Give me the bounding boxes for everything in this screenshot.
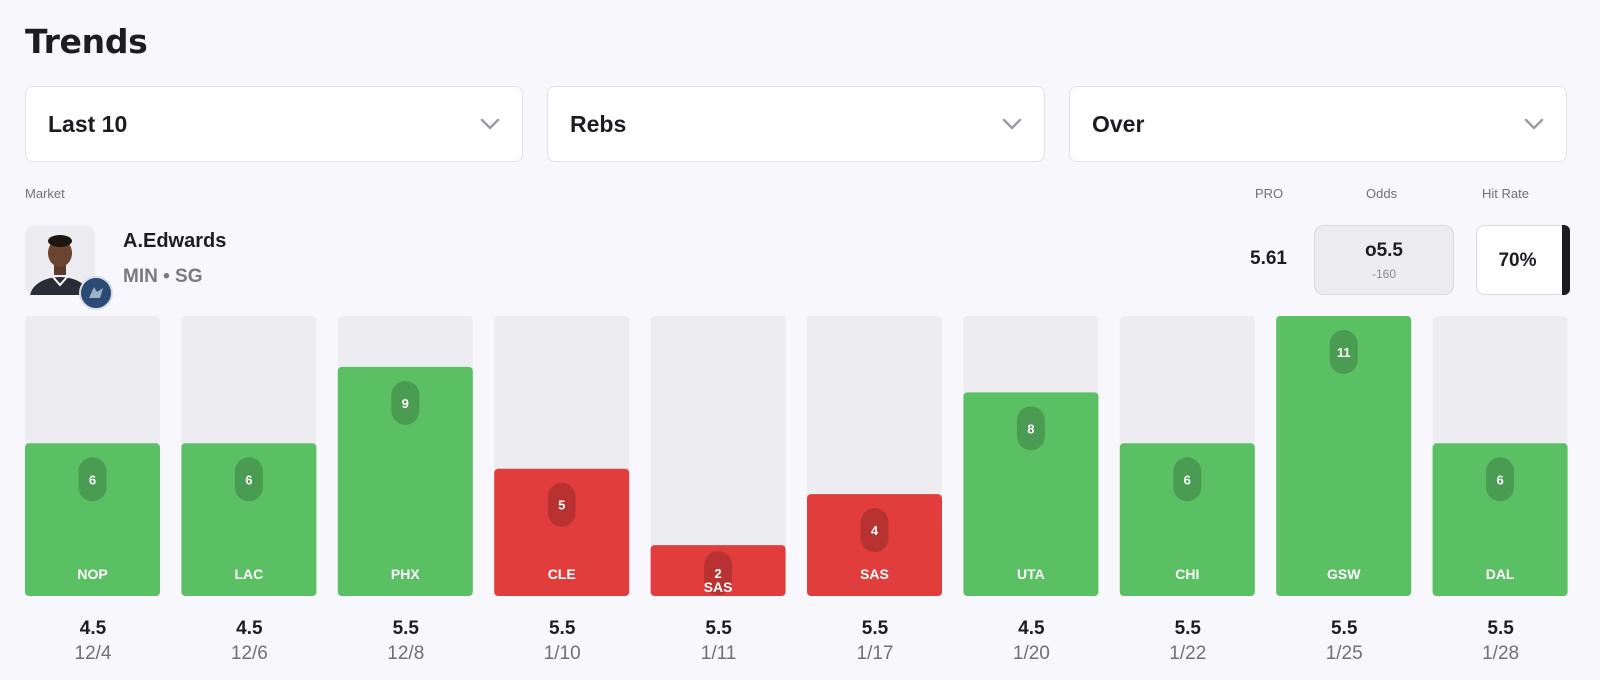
stat-dropdown[interactable]: Rebs bbox=[547, 86, 1045, 162]
side-dropdown-label: Over bbox=[1092, 111, 1145, 137]
bar-value-pill bbox=[704, 551, 733, 596]
bar-value-label: 6 bbox=[245, 472, 252, 487]
bar[interactable] bbox=[1432, 443, 1568, 596]
bar[interactable] bbox=[1119, 443, 1255, 596]
game-line-value: 4.5 bbox=[79, 618, 107, 639]
bar-value-pill bbox=[1016, 406, 1045, 451]
bar-value-pill bbox=[1486, 457, 1515, 502]
hit-rate-indicator bbox=[1562, 225, 1570, 295]
chevron-down-icon bbox=[1524, 118, 1544, 130]
bar-value-label: 8 bbox=[1027, 421, 1034, 436]
game-line-value: 5.5 bbox=[1487, 618, 1514, 639]
game-date: 12/4 bbox=[74, 643, 112, 664]
bar[interactable] bbox=[181, 443, 317, 596]
hit-rate-box: 70% bbox=[1476, 225, 1569, 295]
bar-category-label: PHX bbox=[391, 566, 420, 582]
bar-value-label: 6 bbox=[89, 472, 96, 487]
side-dropdown[interactable]: Over bbox=[1069, 86, 1567, 162]
wolf-icon bbox=[89, 287, 103, 298]
game-date: 1/10 bbox=[543, 643, 581, 664]
bar-value-label: 6 bbox=[1496, 472, 1503, 487]
game-line-value: 5.5 bbox=[1174, 618, 1201, 639]
bar-value-pill bbox=[1173, 457, 1202, 502]
pro-label: PRO bbox=[1255, 186, 1284, 201]
bar-value-label: 4 bbox=[871, 523, 879, 538]
bar-category-label: UTA bbox=[1017, 566, 1045, 582]
player-name[interactable]: A.Edwards bbox=[123, 230, 227, 252]
odds-label: Odds bbox=[1366, 186, 1398, 201]
stat-dropdown-label: Rebs bbox=[570, 111, 627, 137]
bar-value-pill bbox=[391, 380, 420, 425]
bar-value-label: 9 bbox=[402, 396, 409, 411]
game-line-value: 5.5 bbox=[548, 618, 576, 639]
bar-value-pill bbox=[1329, 330, 1358, 374]
chevron-down-icon bbox=[1002, 118, 1022, 130]
bar-category-label: DAL bbox=[1486, 566, 1515, 582]
hit-rate-label: Hit Rate bbox=[1482, 186, 1529, 201]
game-line-value: 4.5 bbox=[236, 618, 263, 639]
game-line-value: 5.5 bbox=[705, 618, 732, 639]
bar-category-label: SAS bbox=[860, 566, 889, 582]
game-line-value: 5.5 bbox=[861, 618, 889, 639]
game-line-value: 5.5 bbox=[392, 618, 419, 639]
game-date: 1/22 bbox=[1169, 643, 1207, 664]
bar-category-label: LAC bbox=[235, 566, 264, 582]
bar-value-label: 6 bbox=[1184, 472, 1191, 487]
bar-value-pill bbox=[78, 457, 107, 502]
odds-line: o5.5 bbox=[1364, 240, 1404, 261]
bar[interactable] bbox=[963, 392, 1099, 596]
bar[interactable] bbox=[25, 443, 160, 596]
game-date: 12/8 bbox=[387, 643, 425, 664]
game-date: 12/6 bbox=[230, 643, 268, 664]
game-date: 1/20 bbox=[1012, 643, 1050, 664]
game-date: 1/28 bbox=[1482, 643, 1520, 664]
game-date: 1/11 bbox=[700, 643, 737, 664]
bar[interactable] bbox=[807, 494, 942, 596]
market-label: Market bbox=[25, 186, 65, 201]
bar-value-label: 2 bbox=[714, 566, 721, 581]
odds-button[interactable]: o5.5 -160 bbox=[1314, 225, 1454, 295]
game-line-value: 5.5 bbox=[1330, 618, 1358, 639]
bar-value-label: 11 bbox=[1337, 345, 1351, 360]
range-dropdown[interactable]: Last 10 bbox=[25, 86, 523, 162]
bar-value-pill bbox=[860, 508, 889, 553]
bar[interactable] bbox=[494, 468, 630, 596]
bar-value-pill bbox=[234, 457, 263, 502]
page-title: Trends bbox=[25, 22, 148, 61]
game-date: 1/17 bbox=[856, 643, 894, 664]
bar[interactable] bbox=[650, 545, 786, 596]
bar[interactable] bbox=[337, 366, 473, 596]
bar-track bbox=[650, 316, 786, 596]
bar-value-pill bbox=[547, 482, 576, 527]
bar-category-label: CHI bbox=[1175, 566, 1199, 582]
bar-category-label: GSW bbox=[1327, 566, 1361, 582]
range-dropdown-label: Last 10 bbox=[48, 111, 128, 137]
player-team-position: MIN • SG bbox=[123, 266, 203, 287]
bar-category-label: NOP bbox=[77, 566, 107, 582]
game-date: 1/25 bbox=[1325, 643, 1363, 664]
bar[interactable] bbox=[1276, 316, 1412, 596]
bar-category-label: CLE bbox=[548, 566, 576, 582]
hit-rate-value: 70% bbox=[1498, 250, 1537, 271]
bar-category-label: SAS bbox=[704, 579, 733, 595]
game-line-value: 4.5 bbox=[1018, 618, 1045, 639]
pro-projection-value: 5.61 bbox=[1250, 248, 1287, 269]
bar-value-label: 5 bbox=[558, 498, 565, 513]
team-logo-icon bbox=[79, 276, 113, 310]
odds-price: -160 bbox=[1371, 267, 1397, 281]
chevron-down-icon bbox=[480, 118, 500, 130]
